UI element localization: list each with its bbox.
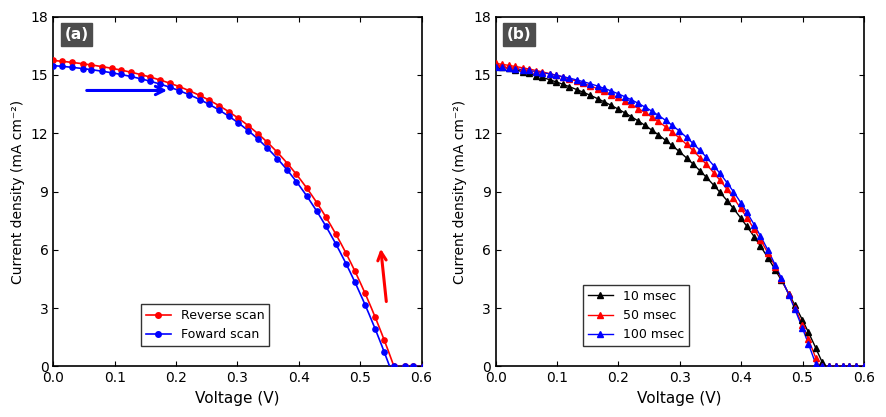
Y-axis label: Current density (mA cm⁻²): Current density (mA cm⁻²) bbox=[454, 100, 468, 284]
X-axis label: Voltage (V): Voltage (V) bbox=[638, 391, 722, 406]
Text: (a): (a) bbox=[65, 27, 89, 42]
Y-axis label: Current density (mA cm⁻²): Current density (mA cm⁻²) bbox=[12, 100, 25, 284]
X-axis label: Voltage (V): Voltage (V) bbox=[195, 391, 280, 406]
Legend: Reverse scan, Foward scan: Reverse scan, Foward scan bbox=[141, 304, 269, 346]
Legend: 10 msec, 50 msec, 100 msec: 10 msec, 50 msec, 100 msec bbox=[583, 285, 689, 346]
Text: (b): (b) bbox=[507, 27, 532, 42]
